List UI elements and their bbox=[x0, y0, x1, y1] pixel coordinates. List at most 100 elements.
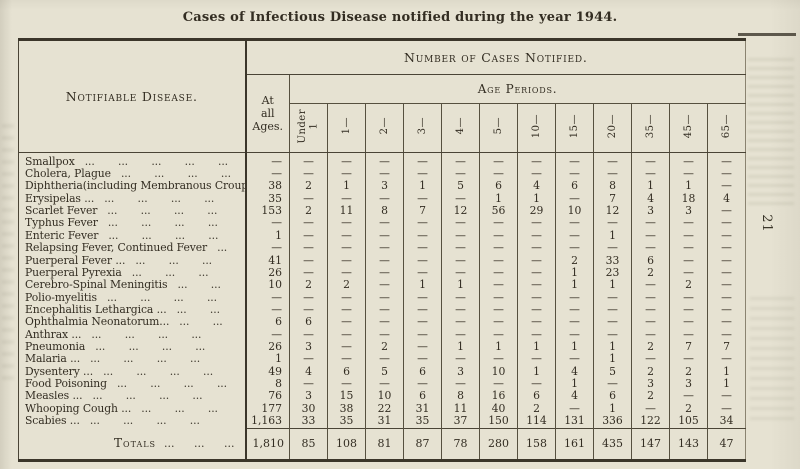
leader-dots: ... ... bbox=[179, 316, 223, 329]
value-age-period-0: — bbox=[289, 242, 328, 255]
leader-dots: ... ... ... bbox=[131, 267, 209, 279]
value-age-period-8: 5 bbox=[593, 366, 632, 379]
value-age-period-1: 2 bbox=[327, 279, 366, 292]
value-age-period-2: 22 bbox=[365, 403, 404, 416]
value-at-all-ages: 38 bbox=[268, 179, 282, 193]
table-row: Dysentery ...... ... ... ... 49 4 6 5 6 3 10 1 4 5… bbox=[18, 366, 746, 379]
value-age-period-6: 29 bbox=[517, 205, 556, 218]
value-age-period-5: — bbox=[479, 316, 518, 329]
value-age-period-10: 18 bbox=[669, 193, 708, 206]
total-age-period-9: 147 bbox=[631, 427, 670, 461]
table-row: Malaria ...... ... ... ... 1— — — — — — — —1— — — bbox=[18, 352, 746, 366]
table-row: Anthrax ...... ... ... ... — — — — — — — — — — — — — bbox=[18, 327, 746, 342]
leader-dots: ... ... ... ... bbox=[95, 341, 206, 353]
value-at-all-ages: — bbox=[271, 216, 282, 230]
value-age-period-3: — bbox=[403, 217, 442, 231]
value-age-period-4: — bbox=[441, 254, 480, 268]
value-age-period-10: — bbox=[669, 304, 708, 317]
col-header-cases-notified: Number of Cases Notified. bbox=[245, 39, 746, 75]
page-number: 21 bbox=[758, 214, 774, 233]
disease-name: Scabies ... bbox=[25, 415, 80, 428]
value-age-period-2: — bbox=[365, 279, 404, 292]
value-age-period-11: — bbox=[706, 329, 746, 342]
value-age-period-9: 6 bbox=[631, 254, 670, 268]
value-age-period-0: — bbox=[289, 353, 328, 366]
disease-cell: Puerperal Pyrexia ... ... ... bbox=[18, 267, 247, 280]
value-age-period-3: 1 bbox=[403, 279, 442, 292]
value-age-period-10: 105 bbox=[669, 415, 708, 429]
value-age-period-2: — bbox=[365, 168, 404, 181]
value-age-period-6: — bbox=[517, 378, 556, 391]
value-age-period-1: 6 bbox=[327, 366, 366, 379]
value-age-period-3: — bbox=[403, 152, 442, 169]
leader-dots: ... ... ... ... bbox=[91, 328, 202, 341]
value-age-period-0: 4 bbox=[289, 366, 328, 379]
value-age-period-5: 1 bbox=[479, 193, 518, 206]
disease-name: Polio-myelitis bbox=[25, 291, 97, 304]
value-at-all-ages: 26 bbox=[268, 339, 282, 353]
disease-cell: Scarlet Fever ... ... ... ... bbox=[18, 205, 247, 218]
table-row: Ophthalmia Neonatorum...... ... 6 6— — — — — — —… bbox=[18, 316, 746, 329]
value-age-period-8: — bbox=[593, 329, 632, 342]
leader-dots: ... ... bbox=[176, 304, 220, 316]
leader-dots: ... ... ... bbox=[164, 437, 235, 451]
value-at-all-ages: 8 bbox=[275, 376, 282, 390]
value-at-all-ages: — bbox=[271, 327, 282, 341]
disease-name: Pneumonia bbox=[25, 341, 86, 353]
value-age-period-8: 23 bbox=[593, 267, 632, 280]
total-age-period-6: 158 bbox=[517, 427, 556, 461]
value-age-period-4: 1 bbox=[441, 341, 480, 354]
value-age-period-6: — bbox=[517, 168, 556, 181]
value-age-period-7: — bbox=[555, 217, 594, 231]
value-age-period-3: — bbox=[403, 254, 442, 268]
value-at-all-ages: — bbox=[271, 290, 282, 304]
disease-cell: Smallpox ... ... ... ... ... bbox=[18, 152, 247, 169]
value-age-period-9: 2 bbox=[631, 267, 670, 280]
value-age-period-4: — bbox=[441, 168, 480, 181]
disease-name: Erysipelas ... bbox=[25, 193, 95, 205]
table-row: Scabies ...... ... ... ... 1,163 33 35 31 35 3… bbox=[18, 415, 746, 429]
disease-cell: Enteric Fever ... ... ... ... bbox=[18, 230, 247, 243]
col-header-age-5: 5— bbox=[479, 103, 518, 153]
value-at-all-ages: 1 bbox=[275, 352, 282, 366]
value-age-period-8: 1 bbox=[593, 403, 632, 416]
table-footer: Totals ... ... ... 1,810 85 108 81 87 78 280 158… bbox=[18, 427, 746, 461]
value-age-period-3: — bbox=[403, 168, 442, 181]
value-at-all-ages: 76 bbox=[268, 389, 282, 403]
table-body: Smallpox... ... ... ... ... — — — — — — — — — — — — —… bbox=[18, 152, 746, 429]
col-header-age-4: 4— bbox=[441, 103, 480, 153]
rotated-age-label: 20— bbox=[606, 113, 618, 139]
value-age-period-5: — bbox=[479, 378, 518, 391]
value-age-period-11: 1 bbox=[706, 378, 746, 391]
scan-bleedthrough-artifact bbox=[750, 290, 794, 420]
value-age-period-3: 6 bbox=[403, 366, 442, 379]
value-age-period-1: — bbox=[327, 242, 366, 255]
value-age-period-4: — bbox=[441, 378, 480, 391]
value-age-period-10: 3 bbox=[669, 205, 708, 218]
value-age-period-9: 3 bbox=[631, 378, 670, 391]
value-age-period-6: — bbox=[517, 242, 556, 255]
scan-artifact-line bbox=[738, 33, 796, 36]
table-row: Cerebro-Spinal Meningitis... ... 10 2 2—1 1—… bbox=[18, 279, 746, 292]
rotated-age-label: 15— bbox=[568, 113, 580, 139]
value-at-all-ages: 26 bbox=[268, 265, 282, 279]
value-at-all-ages: — bbox=[271, 302, 282, 316]
value-age-period-0: 3 bbox=[289, 390, 328, 403]
value-age-period-2: 5 bbox=[365, 366, 404, 379]
value-age-period-5: — bbox=[479, 329, 518, 342]
disease-name: Relapsing Fever, Continued Fever bbox=[25, 242, 208, 255]
value-age-period-8: — bbox=[593, 304, 632, 317]
value-age-period-11: — bbox=[706, 291, 746, 305]
value-age-period-11: — bbox=[706, 254, 746, 268]
value-age-period-4: — bbox=[441, 217, 480, 231]
value-at-all-ages: — bbox=[271, 154, 282, 168]
col-header-age-8: 20— bbox=[593, 103, 632, 153]
value-age-period-4: — bbox=[441, 230, 480, 243]
value-age-period-7: — bbox=[555, 242, 594, 255]
disease-name: Smallpox bbox=[25, 154, 75, 168]
value-age-period-3: — bbox=[403, 230, 442, 243]
value-age-period-8: — bbox=[593, 291, 632, 305]
disease-cell: Encephalitis Lethargica ... ... ... bbox=[18, 304, 247, 317]
value-age-period-9: — bbox=[631, 353, 670, 366]
value-age-period-11: — bbox=[706, 217, 746, 231]
